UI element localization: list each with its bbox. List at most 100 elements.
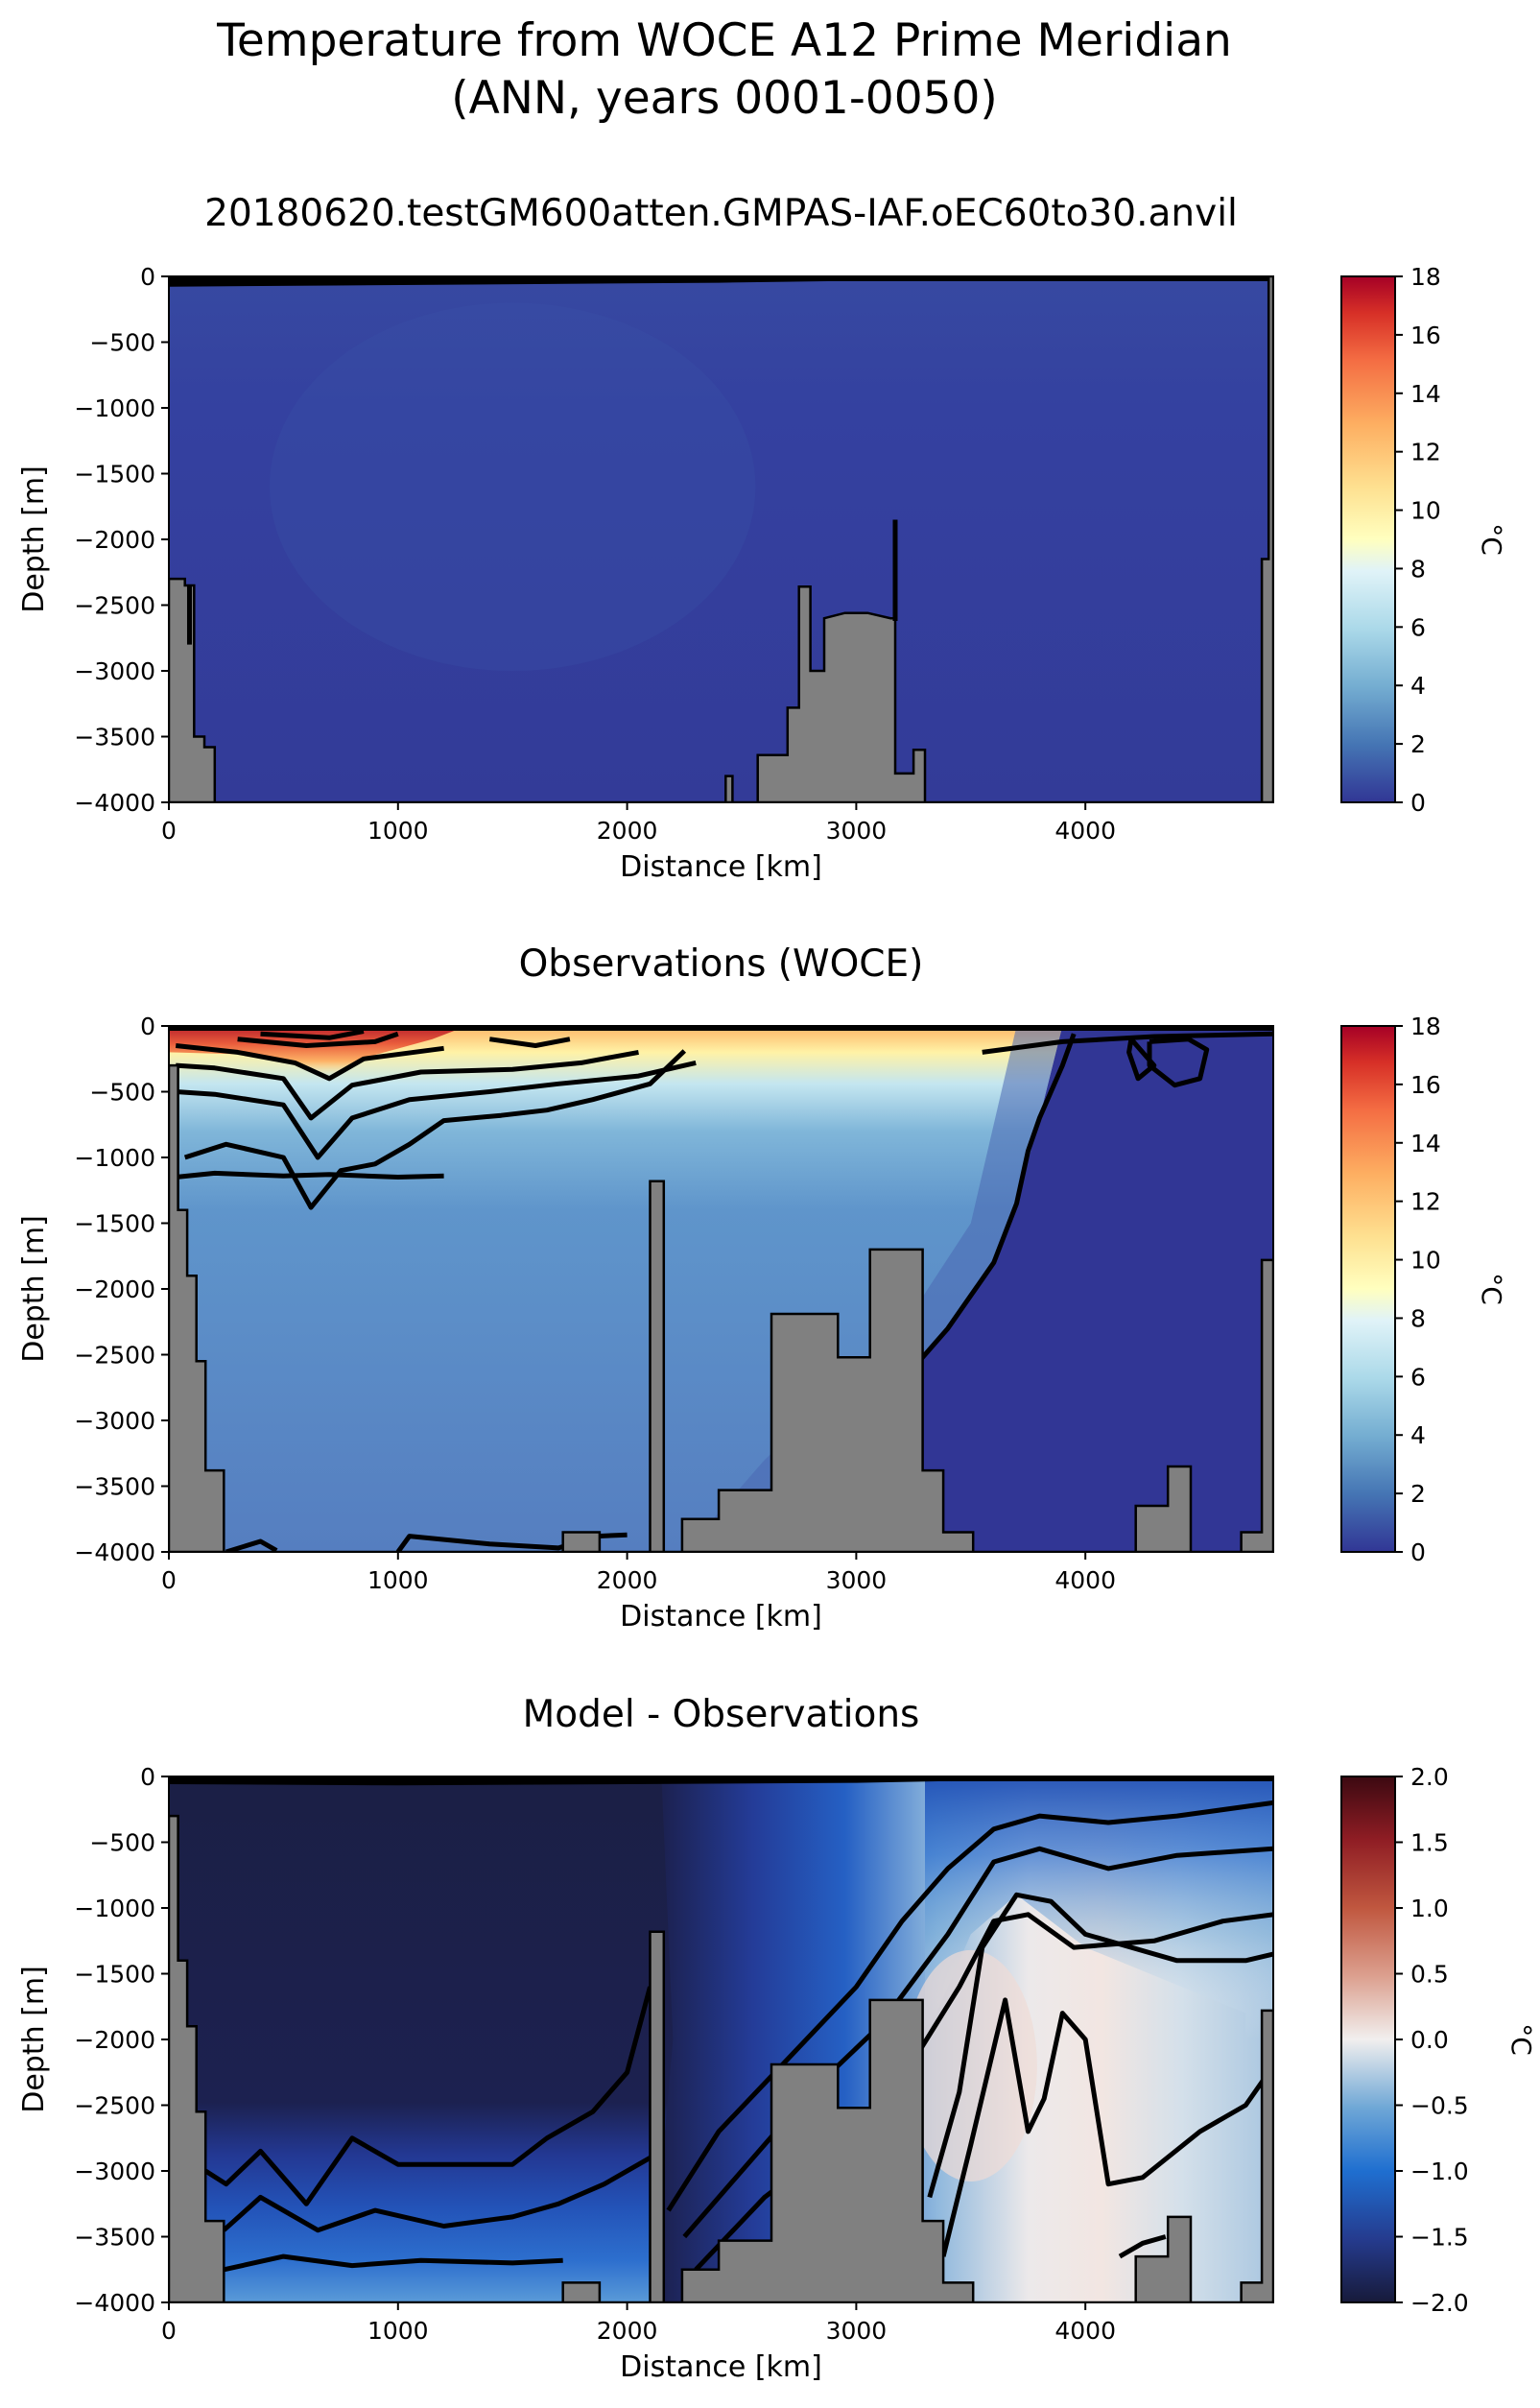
panel-model: 20180620.testGM600atten.GMPAS-IAF.oEC60t…: [17, 192, 1507, 884]
surface-contour: [169, 1776, 1273, 1781]
contour-line: [1126, 1037, 1157, 1082]
colorbar-tick-label: 10: [1410, 497, 1441, 525]
colorbar-tick-label: 2: [1410, 730, 1426, 758]
x-tick-label: 0: [161, 2317, 177, 2345]
colorbar-tick-label: 0.0: [1410, 2026, 1449, 2054]
y-tick-label: −500: [89, 329, 155, 357]
contour-line: [175, 1170, 444, 1180]
x-tick-label: 0: [161, 1566, 177, 1594]
panel-title: Observations (WOCE): [519, 942, 924, 986]
surface-contour: [169, 276, 1273, 281]
contour-line: [222, 2156, 652, 2233]
colorbar-gradient: [1340, 1025, 1396, 1553]
x-tick-label: 2000: [597, 817, 658, 845]
colorbar-tick-label: 6: [1410, 613, 1426, 641]
x-tick-label: 3000: [826, 2317, 888, 2345]
contour-line: [237, 1031, 399, 1048]
figure-title-line2: (ANN, years 0001-0050): [451, 72, 998, 125]
colorbar-tick-label: −1.0: [1410, 2158, 1469, 2185]
plot-area: [169, 276, 1273, 802]
x-tick-label: 4000: [1054, 817, 1116, 845]
field-shading: [925, 1776, 1273, 2302]
colorbar: 2.0 1.5 1.0 0.5 0.0 −0.5 −1.0 −1.5 −2.0 °C: [1340, 1763, 1537, 2317]
colorbar: 0 2 4 6 8 10 12 14 16 18 °C: [1340, 1013, 1507, 1566]
panel-title: Model - Observations: [523, 1693, 920, 1736]
y-axis-label: Depth [m]: [17, 1966, 51, 2113]
x-tick-label: 3000: [826, 817, 888, 845]
y-tick-label: −500: [89, 1079, 155, 1107]
y-tick-label: −500: [89, 1829, 155, 1857]
x-tick-label: 0: [161, 817, 177, 845]
x-axis-label: Distance [km]: [620, 850, 822, 884]
bathymetry: [169, 1063, 1273, 1552]
y-tick-label: −1000: [74, 1144, 155, 1172]
y-tick-label: −4000: [74, 789, 155, 817]
x-tick-label: 1000: [367, 1566, 429, 1594]
y-tick-label: 0: [140, 1763, 155, 1791]
colorbar-tick-label: 14: [1410, 1130, 1441, 1157]
x-tick-label: 1000: [367, 2317, 429, 2345]
colorbar: 0 2 4 6 8 10 12 14 16 18 °C: [1340, 263, 1507, 817]
contour-line: [183, 1049, 687, 1210]
contour-line: [176, 1049, 639, 1121]
contour-line: [175, 1043, 444, 1082]
y-tick-label: −2000: [74, 526, 155, 554]
y-tick-label: −4000: [74, 1538, 155, 1566]
colorbar-tick-label: 18: [1410, 263, 1441, 291]
colorbar-tick-label: 6: [1410, 1363, 1426, 1391]
colorbar-tick-label: −1.5: [1410, 2224, 1469, 2252]
colorbar-tick-label: −0.5: [1410, 2092, 1469, 2120]
plot-area: [169, 1026, 1273, 1552]
contour-line: [940, 1997, 1273, 2257]
contour-line: [395, 1532, 628, 1552]
contour-line: [1118, 2234, 1167, 2259]
contour-line: [203, 1986, 652, 2206]
figure-title-line1: Temperature from WOCE A12 Prime Meridian: [216, 14, 1232, 67]
colorbar-gradient: [1340, 1776, 1396, 2303]
y-tick-label: −3500: [74, 2224, 155, 2252]
field-shading: [684, 1026, 1063, 1552]
x-tick-label: 1000: [367, 817, 429, 845]
y-tick-label: −1500: [74, 1210, 155, 1238]
y-tick-label: −3000: [74, 1407, 155, 1435]
x-axis-label: Distance [km]: [620, 2350, 822, 2384]
y-tick-label: −3500: [74, 1473, 155, 1501]
y-tick-label: −2500: [74, 2092, 155, 2120]
y-axis-label: Depth [m]: [17, 1215, 51, 1363]
y-tick-label: −3500: [74, 724, 155, 751]
colorbar-tick-label: 16: [1410, 322, 1441, 349]
colorbar-tick-label: −2.0: [1410, 2289, 1469, 2317]
x-axis-label: Distance [km]: [620, 1600, 822, 1633]
y-tick-label: −1500: [74, 461, 155, 489]
colorbar-tick-label: 1.5: [1410, 1829, 1449, 1857]
colorbar-tick-label: 1.0: [1410, 1895, 1449, 1922]
y-tick-label: 0: [140, 263, 155, 291]
y-tick-label: −2500: [74, 1342, 155, 1370]
contour-line: [666, 1800, 1273, 2212]
colorbar-tick-label: 4: [1410, 1421, 1426, 1449]
colorbar-label: °C: [1505, 2023, 1537, 2056]
panel-title: 20180620.testGM600atten.GMPAS-IAF.oEC60t…: [204, 192, 1238, 235]
colorbar-tick-label: 12: [1410, 1188, 1441, 1216]
colorbar-tick-label: 14: [1410, 380, 1441, 408]
contour-line: [225, 1538, 278, 1552]
y-tick-label: −3000: [74, 657, 155, 685]
x-tick-label: 2000: [597, 2317, 658, 2345]
colorbar-tick-label: 0.5: [1410, 1961, 1449, 1989]
contour-line: [176, 1060, 697, 1160]
y-tick-label: −1000: [74, 1895, 155, 1922]
bathymetry: [169, 1814, 1273, 2302]
contour-line: [1147, 1037, 1210, 1088]
y-tick-label: −4000: [74, 2289, 155, 2317]
colorbar-label: °C: [1476, 523, 1507, 556]
colorbar-tick-label: 16: [1410, 1071, 1441, 1099]
field-shading: [169, 276, 1273, 802]
x-tick-label: 4000: [1054, 1566, 1116, 1594]
y-tick-label: −3000: [74, 2158, 155, 2185]
y-tick-label: −2500: [74, 592, 155, 620]
panel-observations: Observations (WOCE) 0 1000 2000 3000 4000 0 −50…: [17, 942, 1507, 1633]
field-shading: [269, 302, 756, 671]
surface-contour: [169, 1026, 1273, 1031]
contour-line: [488, 1037, 571, 1048]
